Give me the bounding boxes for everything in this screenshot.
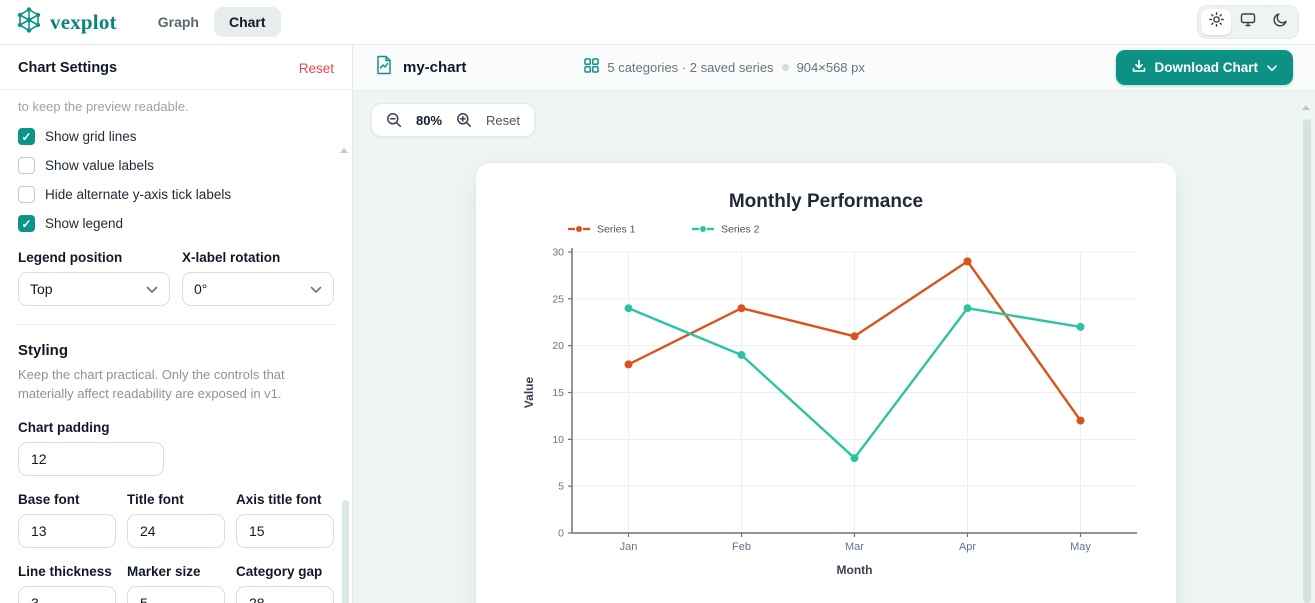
chart-padding-input[interactable] [18,441,164,476]
zoom-level: 80% [416,112,443,128]
theme-light-button[interactable] [1201,9,1231,35]
checkbox-box[interactable]: ✓ [18,215,35,232]
svg-text:10: 10 [552,434,564,446]
axis-title-font-input[interactable] [236,513,334,548]
checkbox-box[interactable]: ✓ [18,186,35,203]
main-scrollbar-thumb[interactable] [1303,119,1311,603]
nav-tab-graph[interactable]: Graph [157,14,199,30]
moon-icon [1272,12,1288,32]
svg-text:Monthly Performance: Monthly Performance [729,191,923,212]
svg-text:Apr: Apr [959,541,976,553]
svg-text:25: 25 [552,293,564,305]
marker-size-label: Marker size [127,563,201,579]
navbar: vexplot Graph Chart [0,0,1315,45]
svg-text:Jan: Jan [620,541,638,553]
checkbox-box[interactable]: ✓ [18,128,35,145]
theme-system-button[interactable] [1233,9,1263,35]
zoom-toolbar: 80% Reset [371,103,535,137]
svg-text:Mar: Mar [845,541,864,553]
chart-preview-card[interactable]: Monthly Performance Series 1 Series 2 0 5 10 1… [476,163,1176,603]
xlabel-rotation-value: 0° [194,281,208,297]
workspace-header: my-chart 5 categories · 2 saved series 9… [353,45,1315,91]
chart-settings-panel: Chart Settings Reset to keep the preview… [0,45,353,603]
check-icon: ✓ [21,129,32,144]
chevron-down-icon [146,281,158,297]
checkbox-box[interactable]: ✓ [18,157,35,174]
vexplot-logo-icon [16,6,42,38]
line-thickness-input[interactable] [18,585,116,603]
zoom-out-button[interactable] [386,112,402,128]
svg-text:Month: Month [837,563,873,577]
checkbox-label: Show legend [45,216,124,231]
settings-reset-button[interactable]: Reset [298,60,334,76]
axis-title-font-label: Axis title font [236,491,322,507]
brand[interactable]: vexplot [16,6,117,38]
brand-name: vexplot [50,9,117,34]
checkbox-label: Hide alternate y-axis tick labels [45,187,232,202]
svg-text:5: 5 [558,481,564,493]
line-chart: Monthly Performance Series 1 Series 2 0 5 10 1… [522,191,1137,577]
download-chart-button[interactable]: Download Chart [1115,50,1293,85]
svg-text:20: 20 [552,340,564,352]
svg-text:Value: Value [522,377,536,409]
line-thickness-label: Line thickness [18,563,112,579]
canvas-size-text: 904×568 px [796,60,865,75]
check-icon: ✓ [21,216,32,231]
theme-toggle [1197,5,1299,39]
checkbox-hide-alternate-yaxis-ticks[interactable]: ✓ Hide alternate y-axis tick labels [18,186,334,203]
file-chart-icon [375,55,393,80]
chart-meta: 5 categories · 2 saved series 904×568 px [584,57,865,78]
checkbox-label: Show value labels [45,158,154,173]
legend-position-select[interactable]: Top [18,272,170,306]
chart-canvas-area: 80% Reset Monthly Performance Series 1 Ser… [353,91,1315,603]
chart-padding-label: Chart padding [18,419,110,435]
nav-tab-chart[interactable]: Chart [213,7,281,37]
category-gap-input[interactable] [236,585,334,603]
styling-section-description: Keep the chart practical. Only the contr… [18,367,285,401]
main-scroll-up-arrow[interactable] [1302,105,1310,110]
svg-text:May: May [1070,541,1091,553]
download-label: Download Chart [1154,60,1259,75]
svg-text:Series 2: Series 2 [721,224,760,236]
legend-position-value: Top [30,281,53,297]
svg-text:Series 1: Series 1 [597,224,636,236]
series-meta-text: 5 categories · 2 saved series [607,60,774,75]
chevron-down-icon [1267,60,1277,75]
download-icon [1132,59,1146,76]
base-font-label: Base font [18,491,80,507]
meta-dot-separator [781,64,789,71]
svg-text:15: 15 [552,387,564,399]
zoom-in-button[interactable] [456,112,472,128]
checkbox-label: Show grid lines [45,129,137,144]
chevron-down-icon [310,281,322,297]
title-font-input[interactable] [127,513,225,548]
svg-text:30: 30 [552,247,564,259]
base-font-input[interactable] [18,513,116,548]
panel-title: Chart Settings [18,60,118,76]
title-font-label: Title font [127,491,184,507]
file-name: my-chart [403,59,467,76]
file-chip[interactable]: my-chart [375,55,466,80]
zoom-reset-button[interactable]: Reset [486,112,520,128]
sun-icon [1208,12,1224,32]
preview-note-fragment: to keep the preview readable. [18,99,189,114]
marker-size-input[interactable] [127,585,225,603]
categories-grid-icon [584,57,600,78]
sidebar-scrollbar-thumb[interactable] [342,500,349,603]
svg-text:Feb: Feb [732,541,751,553]
legend-position-label: Legend position [18,250,123,265]
monitor-icon [1240,12,1256,32]
theme-dark-button[interactable] [1265,9,1295,35]
chart-workspace: my-chart 5 categories · 2 saved series 9… [353,45,1315,603]
xlabel-rotation-label: X-label rotation [182,250,281,265]
svg-text:0: 0 [558,528,564,540]
checkbox-show-grid-lines[interactable]: ✓ Show grid lines [18,128,334,145]
category-gap-label: Category gap [236,563,323,579]
checkbox-show-legend[interactable]: ✓ Show legend [18,215,334,232]
checkbox-show-value-labels[interactable]: ✓ Show value labels [18,157,334,174]
styling-section-title: Styling [18,342,69,359]
xlabel-rotation-select[interactable]: 0° [182,272,334,306]
sidebar-scroll-up-arrow[interactable] [340,148,348,153]
